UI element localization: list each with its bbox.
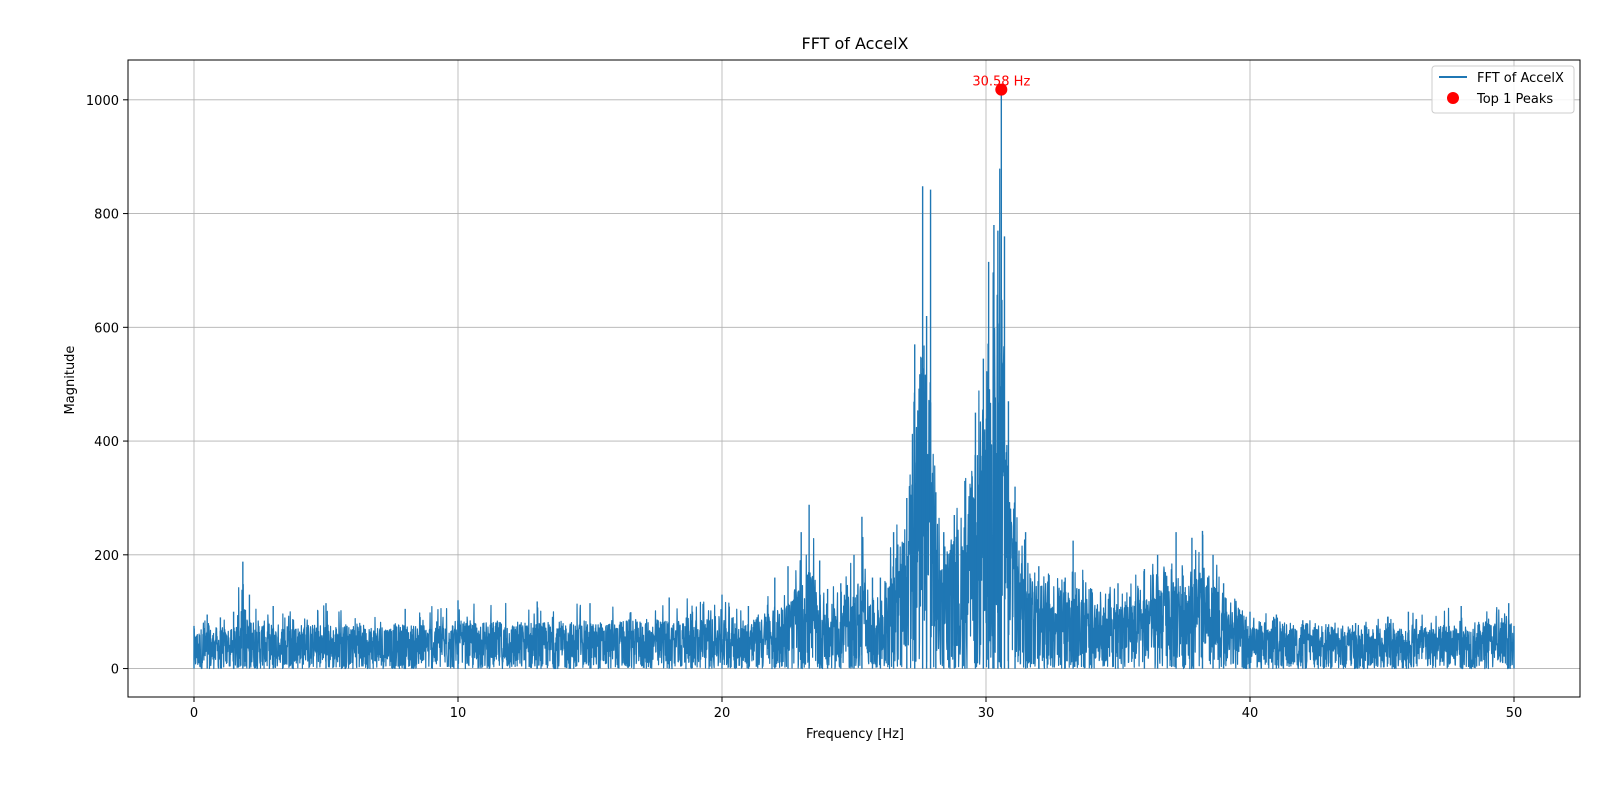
legend-box (1431, 65, 1575, 114)
x-tick-label: 30 (978, 706, 995, 721)
y-axis-ticks: 0 200 400 600 800 1000 (86, 94, 128, 678)
y-tick-label: 400 (94, 435, 119, 450)
peak-annotation: 30.58 Hz (972, 75, 1030, 90)
legend: FFT of AccelX Top 1 Peaks (1431, 65, 1575, 114)
x-tick-label: 10 (450, 706, 467, 721)
legend-label-fft: FFT of AccelX (1477, 71, 1564, 86)
grid (128, 60, 1580, 697)
series-fft-of-accelx (193, 89, 1515, 670)
peak-marker (995, 83, 1008, 96)
x-tick-label: 40 (1242, 706, 1259, 721)
y-axis-label: Magnitude (63, 346, 78, 415)
x-tick-label: 20 (714, 706, 731, 721)
legend-label-peaks: Top 1 Peaks (1476, 92, 1553, 107)
x-axis-label: Frequency [Hz] (806, 727, 904, 742)
x-tick-label: 0 (190, 706, 198, 721)
y-tick-label: 1000 (86, 94, 119, 109)
plot-frame (127, 59, 1581, 698)
y-tick-label: 200 (94, 549, 119, 564)
x-tick-label: 50 (1506, 706, 1523, 721)
peak-markers: 30.58 Hz (972, 75, 1030, 96)
x-axis-ticks: 0 10 20 30 40 50 (190, 697, 1522, 721)
chart-title: FFT of AccelX (802, 34, 909, 53)
y-tick-label: 800 (94, 208, 119, 223)
legend-peak-swatch (1447, 92, 1459, 104)
y-tick-label: 600 (94, 321, 119, 336)
y-tick-label: 0 (111, 663, 119, 678)
